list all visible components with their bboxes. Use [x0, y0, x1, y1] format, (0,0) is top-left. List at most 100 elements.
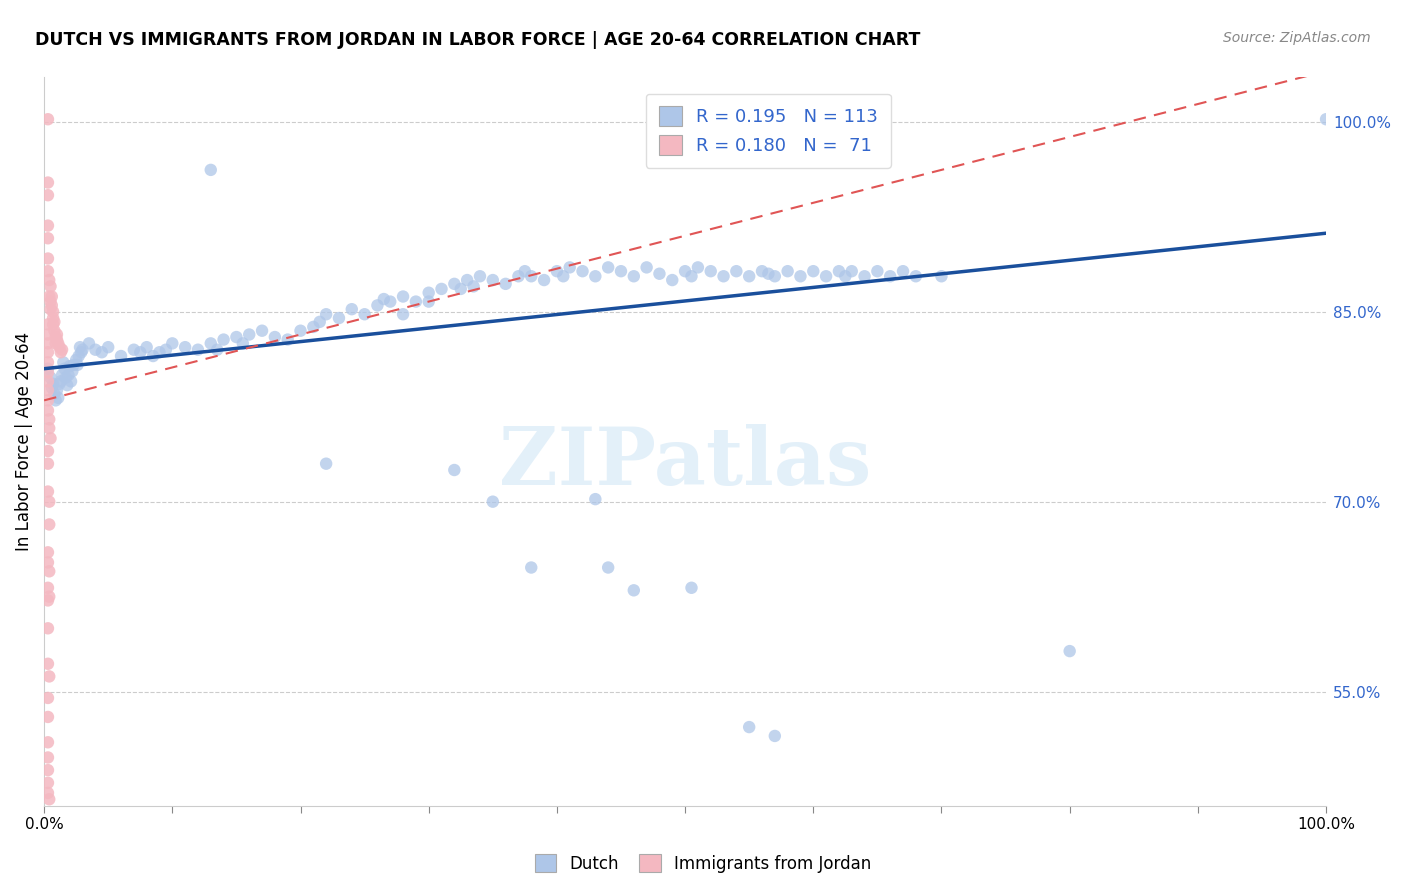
Point	[340, 302, 363, 317]
Point	[699, 264, 721, 278]
Point	[42, 311, 65, 326]
Point	[380, 294, 402, 309]
Point	[37, 545, 59, 559]
Point	[37, 786, 59, 800]
Point	[39, 302, 62, 317]
Point	[37, 657, 59, 671]
Point	[931, 269, 953, 284]
Point	[38, 421, 60, 435]
Point	[65, 352, 87, 367]
Point	[450, 282, 472, 296]
Point	[49, 345, 72, 359]
Point	[443, 277, 465, 291]
Point	[205, 343, 228, 357]
Point	[42, 376, 65, 391]
Point	[418, 294, 440, 309]
Point	[37, 621, 59, 635]
Point	[174, 340, 197, 354]
Point	[38, 412, 60, 426]
Point	[67, 349, 90, 363]
Point	[187, 343, 209, 357]
Point	[51, 343, 73, 357]
Point	[60, 375, 83, 389]
Point	[481, 494, 503, 508]
Point	[571, 264, 593, 278]
Point	[200, 336, 222, 351]
Point	[41, 381, 63, 395]
Point	[610, 264, 633, 278]
Point	[508, 269, 530, 284]
Point	[686, 260, 709, 275]
Point	[681, 269, 703, 284]
Point	[789, 269, 811, 284]
Point	[553, 269, 575, 284]
Point	[59, 359, 82, 374]
Point	[468, 269, 491, 284]
Point	[39, 294, 62, 309]
Point	[44, 387, 66, 401]
Point	[558, 260, 581, 275]
Point	[37, 484, 59, 499]
Point	[37, 690, 59, 705]
Point	[801, 264, 824, 278]
Point	[44, 315, 66, 329]
Point	[42, 304, 65, 318]
Point	[142, 349, 165, 363]
Point	[37, 383, 59, 397]
Point	[77, 336, 100, 351]
Point	[834, 269, 856, 284]
Point	[38, 289, 60, 303]
Point	[39, 279, 62, 293]
Point	[45, 336, 67, 351]
Text: ZIPatlas: ZIPatlas	[499, 425, 872, 502]
Point	[648, 267, 671, 281]
Point	[45, 327, 67, 342]
Point	[97, 340, 120, 354]
Point	[725, 264, 748, 278]
Point	[37, 176, 59, 190]
Point	[162, 336, 184, 351]
Point	[37, 188, 59, 202]
Point	[38, 517, 60, 532]
Point	[39, 431, 62, 445]
Point	[430, 282, 453, 296]
Point	[405, 294, 427, 309]
Point	[41, 289, 63, 303]
Point	[37, 375, 59, 389]
Point	[713, 269, 735, 284]
Point	[45, 393, 67, 408]
Point	[37, 750, 59, 764]
Point	[673, 264, 696, 278]
Point	[763, 729, 786, 743]
Point	[53, 361, 76, 376]
Text: Source: ZipAtlas.com: Source: ZipAtlas.com	[1223, 31, 1371, 45]
Point	[250, 324, 273, 338]
Point	[853, 269, 876, 284]
Point	[763, 269, 786, 284]
Point	[37, 336, 59, 351]
Point	[45, 383, 67, 397]
Point	[1315, 112, 1337, 127]
Point	[38, 494, 60, 508]
Point	[263, 330, 285, 344]
Point	[598, 260, 620, 275]
Point	[866, 264, 889, 278]
Point	[661, 273, 683, 287]
Point	[1059, 644, 1081, 658]
Point	[60, 364, 83, 378]
Point	[418, 285, 440, 300]
Point	[37, 735, 59, 749]
Point	[37, 345, 59, 359]
Point	[37, 581, 59, 595]
Point	[513, 264, 536, 278]
Point	[758, 267, 780, 281]
Point	[879, 269, 901, 284]
Point	[56, 378, 79, 392]
Point	[456, 273, 478, 287]
Point	[37, 776, 59, 790]
Point	[110, 349, 132, 363]
Point	[37, 593, 59, 607]
Point	[751, 264, 773, 278]
Text: DUTCH VS IMMIGRANTS FROM JORDAN IN LABOR FORCE | AGE 20-64 CORRELATION CHART: DUTCH VS IMMIGRANTS FROM JORDAN IN LABOR…	[35, 31, 921, 49]
Point	[38, 792, 60, 806]
